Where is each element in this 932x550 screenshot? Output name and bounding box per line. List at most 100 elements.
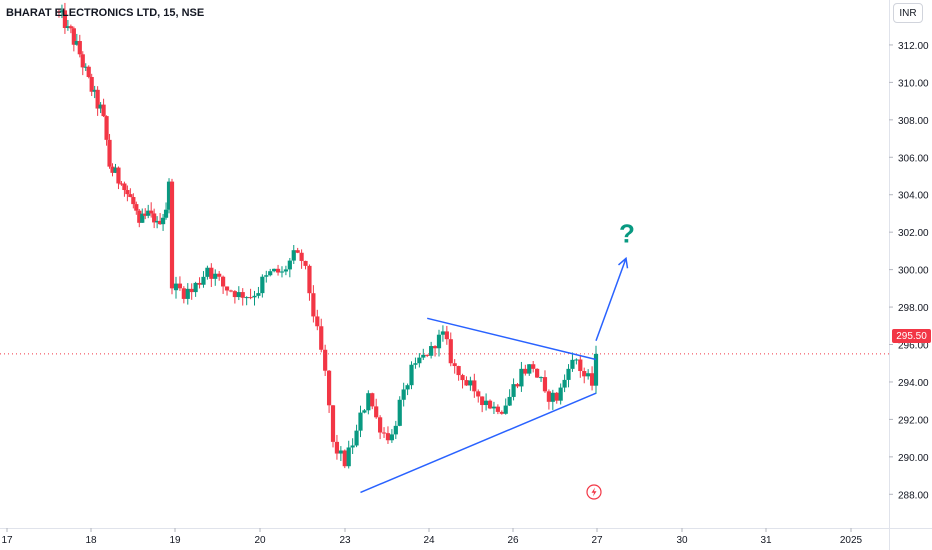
- candle-body: [370, 393, 375, 407]
- price-axis[interactable]: 288.00 290.00 292.00 294.00 296.00 298.00 300.…: [889, 41, 929, 501]
- candle-body: [160, 217, 166, 225]
- candle-body: [287, 260, 292, 270]
- candle-body: [128, 194, 133, 198]
- candle-body: [362, 410, 367, 413]
- x-tick-label: 2025: [840, 535, 863, 546]
- candle-body: [169, 181, 175, 289]
- candle-body: [205, 267, 210, 277]
- lightning-icon[interactable]: [586, 484, 602, 500]
- candle-body: [346, 447, 351, 467]
- candle-body: [323, 349, 328, 371]
- candle-body: [330, 405, 336, 442]
- x-tick-label: 30: [676, 535, 688, 546]
- candle-body: [374, 406, 379, 418]
- candle-body: [217, 273, 222, 277]
- candle-body: [503, 405, 508, 414]
- candle-body: [338, 450, 343, 454]
- x-tick-label: 31: [760, 535, 772, 546]
- triangle-lower-trendline[interactable]: [360, 392, 597, 494]
- candle-body: [166, 181, 172, 210]
- candle-body: [401, 389, 406, 400]
- candle-body: [472, 380, 477, 392]
- candle-body: [303, 260, 308, 266]
- candle-body: [260, 276, 265, 294]
- question-mark-annotation[interactable]: ?: [619, 218, 635, 248]
- candle-body: [193, 282, 198, 293]
- candle-body: [248, 297, 253, 299]
- candle-body: [209, 267, 214, 279]
- candle-body: [107, 139, 112, 167]
- x-tick-label: 23: [339, 535, 351, 546]
- projection-arrowhead[interactable]: [617, 256, 629, 269]
- candle-body: [181, 288, 186, 299]
- candle-body: [456, 366, 461, 376]
- candle-body: [56, 11, 62, 13]
- candle-body: [378, 417, 383, 433]
- candle-body: [511, 384, 516, 397]
- y-tick-label: 292.00: [898, 415, 929, 426]
- y-tick-label: 294.00: [898, 378, 929, 389]
- y-tick-label: 310.00: [898, 78, 929, 89]
- drawings-layer[interactable]: ?: [360, 218, 635, 494]
- candle-body: [476, 391, 481, 397]
- candle-body: [272, 268, 277, 272]
- candle-body: [326, 370, 332, 406]
- candle-body: [275, 268, 281, 273]
- candle-body: [421, 354, 426, 358]
- y-tick-label: 306.00: [898, 153, 929, 164]
- candle-body: [163, 209, 169, 218]
- candle-body: [432, 346, 438, 349]
- candle-body: [550, 392, 555, 402]
- candle-body: [405, 385, 410, 390]
- candle-body: [80, 54, 85, 68]
- candle-body: [59, 10, 65, 13]
- candle-body: [122, 183, 127, 191]
- triangle-upper-trendline[interactable]: [427, 317, 597, 361]
- candles-layer: [56, 2, 599, 469]
- candle-body: [381, 432, 387, 434]
- candle-body: [137, 210, 142, 223]
- candle-body: [519, 368, 524, 387]
- time-axis[interactable]: 17 18 19 20 23 24 26 27 30 31 2025: [1, 528, 863, 546]
- y-tick-label: 290.00: [898, 453, 929, 464]
- x-tick-label: 19: [169, 535, 181, 546]
- y-tick-label: 304.00: [898, 191, 929, 202]
- candle-body: [460, 375, 465, 381]
- candle-body: [62, 10, 68, 28]
- candle-body: [131, 197, 136, 205]
- candle-body: [425, 354, 430, 356]
- last-price-tag: 295.50: [892, 329, 931, 343]
- candle-body: [444, 331, 449, 340]
- candle-body: [468, 380, 473, 386]
- candle-body: [319, 326, 324, 350]
- x-tick-label: 24: [423, 535, 435, 546]
- candle-body: [311, 293, 316, 317]
- candle-body: [65, 26, 70, 28]
- candle-body: [95, 89, 100, 109]
- candle-body: [268, 271, 273, 276]
- candle-body: [256, 293, 261, 296]
- candle-body: [385, 433, 391, 441]
- candle-body: [417, 357, 422, 364]
- candle-body: [71, 28, 76, 45]
- candle-body: [546, 391, 551, 402]
- symbol-title[interactable]: BHARAT ELECTRONICS LTD, 15, NSE: [6, 7, 205, 19]
- candle-body: [578, 359, 583, 372]
- candle-body: [201, 276, 206, 285]
- candle-body: [440, 331, 446, 335]
- candle-body: [155, 220, 160, 223]
- candle-body: [299, 252, 304, 261]
- candle-body: [146, 210, 151, 216]
- candle-body: [389, 434, 394, 441]
- currency-button[interactable]: INR: [893, 3, 923, 23]
- candle-body: [228, 290, 234, 292]
- projection-arrow-line[interactable]: [595, 258, 627, 342]
- candle-body: [562, 379, 567, 388]
- candle-body: [452, 363, 457, 367]
- candle-body: [448, 339, 453, 364]
- candle-body: [279, 271, 285, 273]
- candle-body: [283, 269, 289, 272]
- candle-body: [113, 167, 118, 173]
- candle-body: [89, 76, 94, 92]
